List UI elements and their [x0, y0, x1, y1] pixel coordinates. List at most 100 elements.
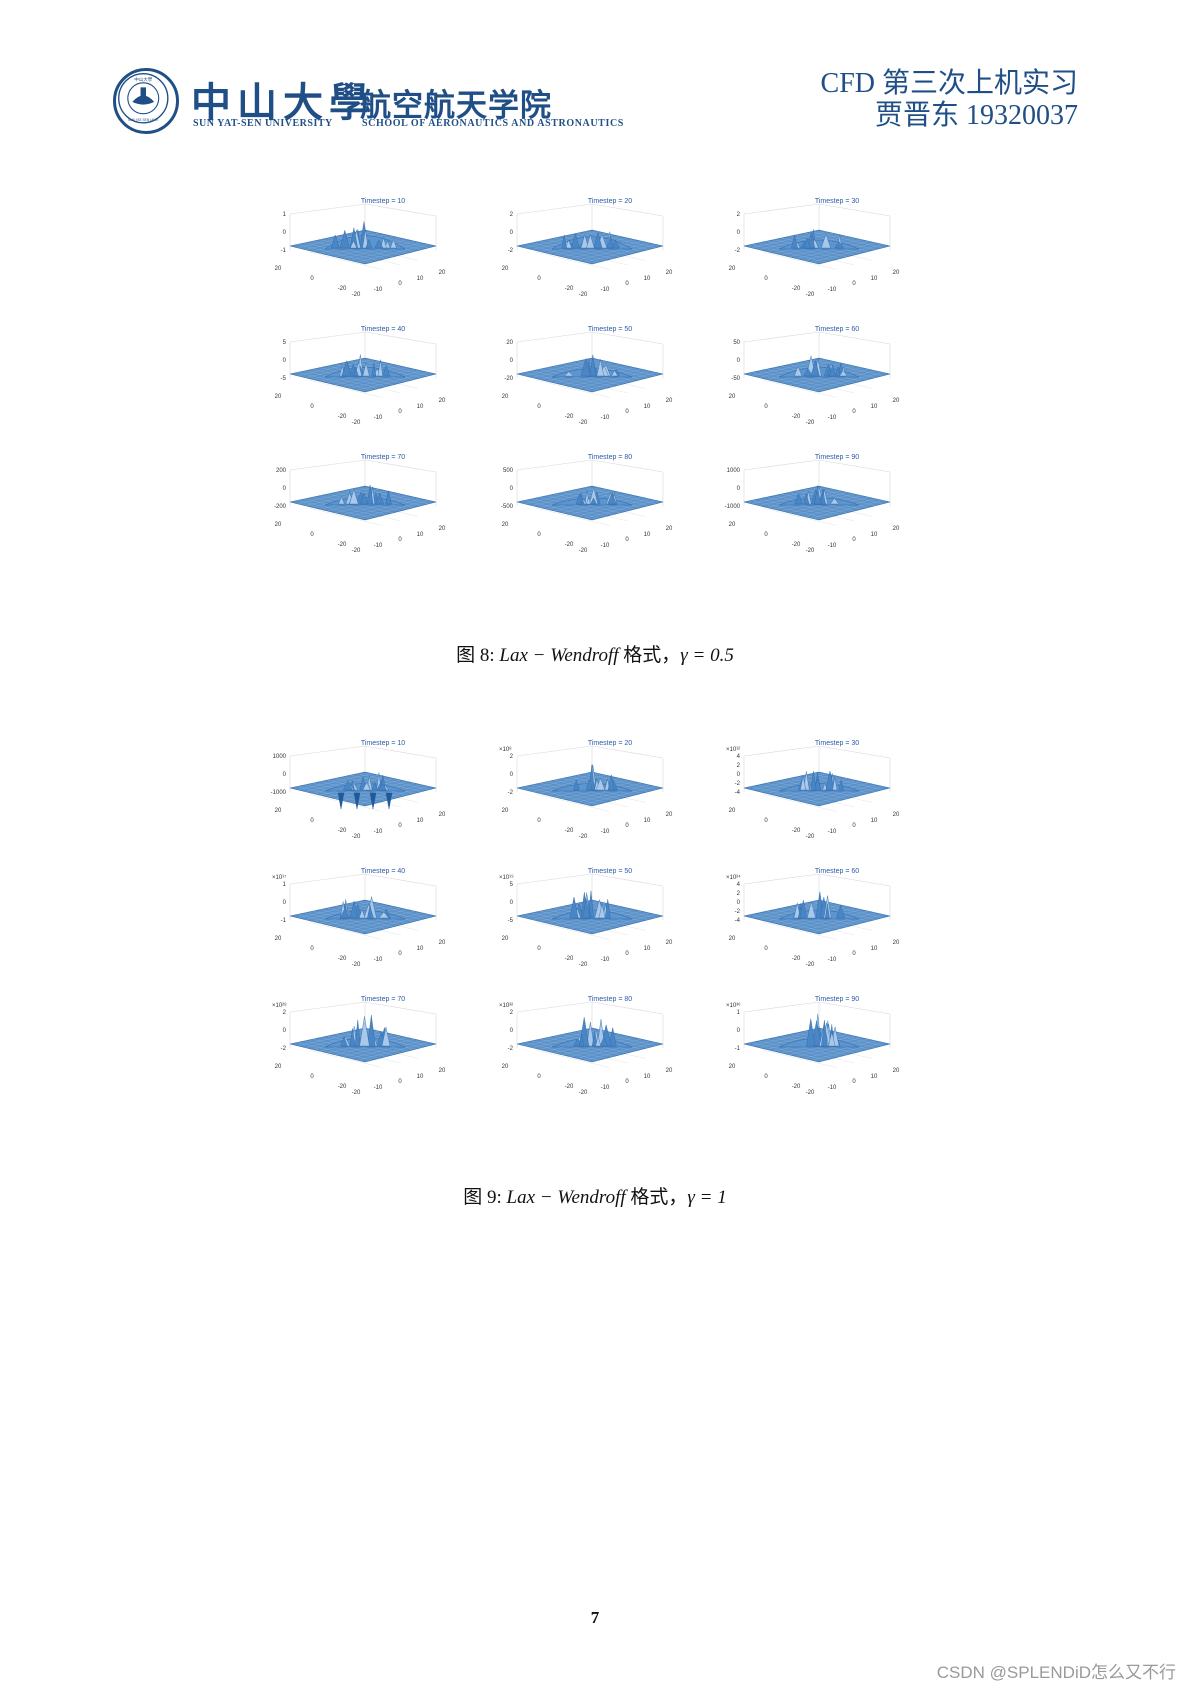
axis-box: [516, 873, 664, 920]
z-tick-label: -2: [508, 248, 514, 254]
x-tick-label: 0: [852, 1079, 856, 1085]
z-tick-label: 1000: [727, 468, 741, 474]
surface-spike: [362, 229, 369, 249]
document-title: CFD 第三次上机实习: [820, 68, 1078, 99]
y-tick-label: 0: [310, 946, 314, 952]
x-tick-label: -20: [579, 962, 588, 968]
y-tick-label: 0: [764, 276, 768, 282]
y-tick-label: -20: [565, 956, 574, 962]
surface-plot-panel: Timestep = 80 2 0 -2 ×10³² 20 0 -20 -20 -10 0 10 20: [497, 996, 723, 1126]
z-tick-label: 0: [510, 358, 514, 364]
x-tick-label: 10: [417, 404, 424, 410]
z-tick-label: 0: [283, 1028, 287, 1034]
surface-peaks: [551, 487, 633, 506]
z-tick-label: 5: [510, 882, 514, 888]
y-tick-label: 0: [310, 276, 314, 282]
surface-spike: [814, 485, 821, 505]
x-tick-label: 0: [852, 951, 856, 957]
surface-spike: [339, 229, 350, 249]
surface-spike: [803, 493, 810, 505]
surface-peaks: [324, 354, 406, 378]
z-tick-label: 1: [283, 212, 287, 218]
surface-spike: [365, 239, 373, 249]
x-tick-label: -10: [601, 287, 610, 293]
panel-title: Timestep = 10: [360, 198, 406, 205]
caption-prefix: 图 8:: [456, 645, 500, 666]
y-tick-label: -20: [565, 542, 574, 548]
surface-spike: [360, 492, 368, 505]
x-tick-label: -10: [374, 287, 383, 293]
z-tick-label: -2: [508, 790, 514, 796]
x-tick-label: 20: [666, 1068, 673, 1074]
z-tick-label: 500: [503, 468, 514, 474]
surface-spike: [374, 239, 384, 249]
figure-8: Timestep = 10 1 0 -1 20 0 -20 -20 -10 0 10 20 Timest…: [270, 198, 950, 578]
axis-box: [516, 1001, 664, 1048]
z-tick-label: 1: [283, 882, 287, 888]
surface-spike: [352, 367, 359, 377]
y-tick-label: 0: [764, 1074, 768, 1080]
z-tick-label: 0: [283, 772, 287, 778]
x-tick-label: -20: [352, 834, 361, 840]
x-tick-label: -10: [601, 1085, 610, 1091]
panel-title: Timestep = 80: [587, 454, 633, 461]
panel-title: Timestep = 10: [360, 740, 406, 747]
surface-peaks: [551, 890, 633, 920]
x-tick-label: -10: [828, 287, 837, 293]
z-tick-label: 20: [506, 340, 513, 346]
z-tick-label: 0: [737, 1028, 741, 1034]
surface-spike: [599, 1036, 609, 1047]
y-tick-label: 20: [502, 522, 509, 528]
surface-peaks: [778, 485, 860, 506]
x-tick-label: 20: [439, 940, 446, 946]
x-tick-label: 20: [893, 1068, 900, 1074]
surface-mesh: [524, 773, 656, 805]
surface-spike: [338, 496, 345, 505]
x-tick-label: 10: [417, 1074, 424, 1080]
x-tick-label: 10: [644, 1074, 651, 1080]
surface-spike: [591, 1030, 598, 1047]
axis-box: [743, 745, 891, 792]
z-tick-label: 0: [283, 486, 287, 492]
y-tick-label: 20: [275, 936, 282, 942]
z-exponent-label: ×10¹²: [726, 747, 740, 753]
surface-plot-panel: Timestep = 70 200 0 -200 20 0 -20 -20 -10 0 10 20: [270, 454, 496, 584]
panel-title: Timestep = 50: [587, 326, 633, 333]
surface-plot-panel: Timestep = 20 2 0 -2 ×10⁸ 20 0 -20 -20 -10 0 10 20: [497, 740, 723, 870]
x-tick-label: 20: [893, 398, 900, 404]
z-tick-label: 0: [510, 1028, 514, 1034]
surface-spike: [362, 781, 371, 791]
y-tick-label: 20: [729, 522, 736, 528]
y-tick-label: -20: [565, 286, 574, 292]
caption-suffix: 格式，: [625, 1187, 688, 1208]
z-tick-label: 0: [737, 900, 741, 906]
panel-title: Timestep = 40: [360, 868, 406, 875]
surface-spike: [806, 1018, 816, 1047]
x-tick-label: -20: [352, 292, 361, 298]
x-tick-label: -20: [352, 962, 361, 968]
surface-plot-panel: Timestep = 90 1000 0 -1000 20 0 -20 -20 -10 0 10 20: [724, 454, 950, 584]
x-tick-label: 0: [398, 951, 402, 957]
z-tick-label: -4: [735, 790, 741, 796]
x-tick-label: 20: [439, 1068, 446, 1074]
surface-peaks: [324, 221, 406, 250]
y-tick-label: 20: [502, 394, 509, 400]
surface-dip: [385, 792, 393, 810]
x-tick-label: -20: [806, 962, 815, 968]
surface-spike: [382, 365, 391, 377]
x-tick-label: -10: [828, 957, 837, 963]
panel-title: Timestep = 80: [587, 996, 633, 1003]
z-tick-label: 2: [283, 1010, 287, 1016]
panel-title: Timestep = 30: [814, 740, 860, 747]
axis-box: [516, 331, 664, 378]
axis-box: [289, 459, 437, 506]
panel-title: Timestep = 60: [814, 326, 860, 333]
axis-box: [743, 873, 891, 920]
x-tick-label: 10: [871, 404, 878, 410]
surface-spike: [829, 497, 840, 505]
axis-box: [289, 203, 437, 250]
surface-dip: [353, 792, 361, 810]
surface-spike: [359, 1016, 370, 1047]
